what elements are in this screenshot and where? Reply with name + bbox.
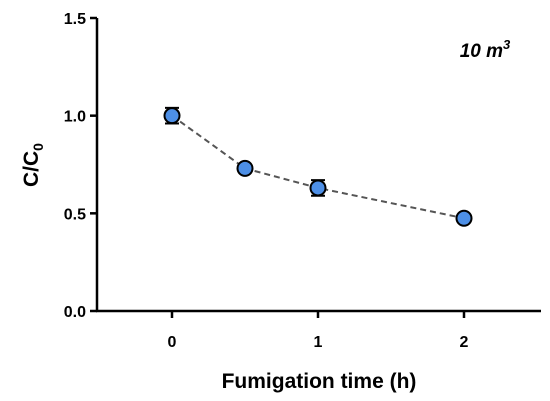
y-tick-label: 0.5 (64, 206, 86, 223)
y-tick-label: 0.0 (64, 304, 86, 321)
x-tick-label: 2 (460, 334, 469, 351)
x-axis-title: Fumigation time (h) (222, 370, 417, 393)
y-axis-title-subscript: 0 (30, 143, 46, 151)
y-tick-label: 1.0 (64, 109, 86, 126)
y-axis-title: C/C0 (20, 143, 46, 187)
y-ticks: 0.0 0.5 1.0 1.5 (64, 11, 97, 321)
volume-annotation: 10 m3 (460, 37, 511, 62)
series-line (171, 114, 465, 220)
y-tick-label: 1.5 (64, 11, 86, 28)
y-axis-title-main: C/C (20, 151, 43, 187)
volume-annotation-superscript: 3 (503, 37, 511, 52)
x-ticks: 0 1 2 (168, 311, 469, 351)
data-point (163, 107, 181, 125)
plot-area (163, 106, 473, 227)
x-tick-label: 0 (168, 334, 177, 351)
data-point (236, 159, 254, 177)
volume-annotation-main: 10 m (460, 41, 503, 62)
data-point (455, 209, 473, 227)
data-point (309, 179, 327, 197)
x-tick-label: 1 (314, 334, 323, 351)
